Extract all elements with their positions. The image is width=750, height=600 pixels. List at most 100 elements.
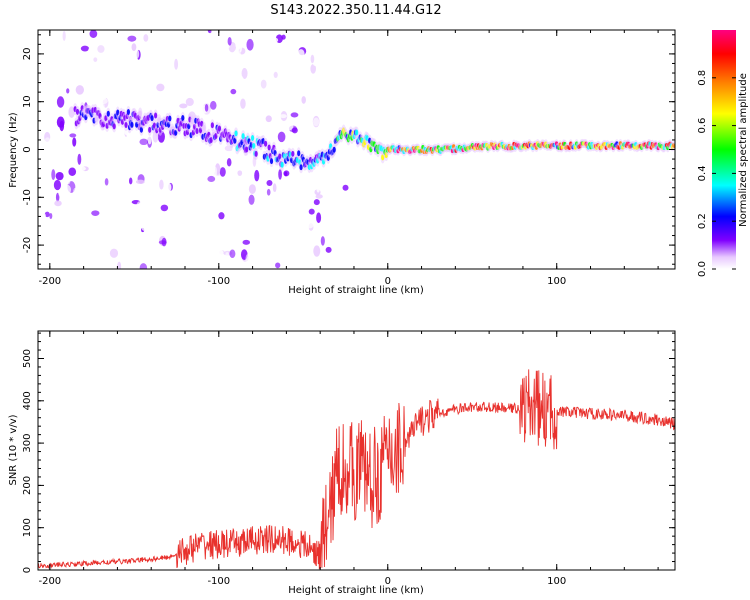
- spectrogram-noise-blob: [152, 37, 159, 48]
- y-tick-label: 0: [22, 567, 33, 573]
- spectrogram-noise-blob: [342, 184, 349, 191]
- spectrogram-noise-blob: [230, 88, 237, 95]
- spectrogram-noise-blob: [128, 177, 133, 185]
- spectrogram-noise-blob: [254, 125, 262, 133]
- spectrogram-noise-blob: [275, 211, 282, 218]
- spectrogram-ridge-blob: [280, 161, 284, 168]
- spectrogram-noise-blob: [142, 64, 151, 70]
- spectrogram-noise-blob: [239, 40, 243, 53]
- spectrogram-noise-blob: [208, 223, 216, 235]
- y-tick-label: 20: [22, 48, 33, 61]
- spectrogram-noise-blob: [308, 116, 312, 127]
- spectrogram-noise-blob: [103, 65, 113, 76]
- spectrogram-noise-blob: [112, 172, 122, 183]
- colorbar-gradient: [712, 30, 736, 269]
- spectrogram-x-axis-label: Height of straight line (km): [288, 285, 424, 296]
- x-tick-label: 0: [385, 276, 391, 287]
- spectrogram-noise-blob: [130, 228, 140, 236]
- spectrogram-ridge-blob: [250, 135, 255, 142]
- spectrogram-noise-blob: [303, 256, 311, 262]
- spectrogram-noise-blob: [301, 140, 306, 152]
- spectrogram-noise-blob: [306, 143, 311, 149]
- spectrogram-noise-blob: [277, 199, 285, 208]
- spectrogram-noise-blob: [105, 142, 112, 153]
- spectrogram-noise-blob: [203, 201, 212, 208]
- spectrogram-noise-blob: [287, 189, 291, 197]
- spectrogram-noise-blob: [316, 212, 322, 224]
- snr-x-ticks: -200 -100 0 100: [38, 331, 659, 587]
- spectrogram-noise-blob: [130, 159, 138, 168]
- spectrogram-noise-blob: [215, 68, 221, 79]
- spectrogram-noise-blob: [45, 90, 51, 102]
- spectrogram-noise-blob: [77, 153, 82, 165]
- spectrogram-ridge-blob: [126, 108, 130, 115]
- spectrogram-noise-blob: [183, 175, 188, 188]
- spectrogram-noise-blob: [161, 72, 170, 83]
- spectrogram-noise-blob: [225, 252, 230, 261]
- spectrogram-noise-blob: [219, 167, 226, 177]
- spectrogram-noise-blob: [106, 157, 110, 167]
- colorbar-tick-label: 0.0: [697, 261, 708, 277]
- spectrogram-noise-blob: [87, 46, 97, 55]
- spectrogram-noise-blob: [156, 182, 160, 191]
- spectrogram-noise-blob: [252, 166, 256, 172]
- spectrogram-noise-blob: [242, 239, 251, 245]
- spectrogram-noise-blob: [266, 195, 275, 206]
- spectrogram-noise-blob: [89, 30, 98, 38]
- spectrogram-ridge-blob: [291, 150, 295, 157]
- spectrogram-noise-blob: [130, 214, 135, 226]
- spectrogram-noise-blob: [117, 231, 125, 238]
- spectrogram-noise-blob: [314, 78, 323, 88]
- spectrogram-noise-blob: [254, 169, 260, 182]
- spectrogram-noise-blob: [85, 30, 89, 39]
- spectrogram-noise-blob: [86, 231, 92, 237]
- spectrogram-noise-blob: [316, 108, 324, 117]
- spectrogram-noise-blob: [164, 155, 173, 166]
- x-tick-label: -200: [38, 276, 61, 287]
- spectrogram-noise-blob: [188, 58, 194, 64]
- spectrogram-noise-blob: [162, 223, 171, 232]
- spectrogram-noise-blob: [315, 194, 323, 199]
- spectrogram-noise-blob: [77, 192, 83, 198]
- spectrogram-noise-blob: [106, 197, 111, 202]
- y-tick-label: 0: [22, 146, 33, 152]
- spectrogram-noise-blob: [244, 224, 251, 231]
- spectrogram-noise-blob: [282, 222, 288, 234]
- spectrogram-noise-blob: [73, 34, 82, 47]
- spectrogram-noise-blob: [150, 237, 158, 247]
- spectrogram-noise-blob: [202, 189, 208, 200]
- spectrogram-noise-blob: [86, 181, 96, 188]
- spectrogram-noise-blob: [284, 121, 294, 131]
- spectrogram-noise-blob: [192, 163, 198, 174]
- spectrogram-noise-blob: [229, 231, 239, 237]
- spectrogram-noise-blob: [103, 50, 109, 56]
- spectrogram-noise-blob: [313, 117, 320, 127]
- spectrogram-noise-blob: [93, 57, 98, 62]
- spectrogram-noise-blob: [195, 240, 203, 251]
- spectrogram-noise-blob: [305, 221, 314, 229]
- spectrogram-noise-blob: [75, 85, 84, 95]
- spectrogram-noise-blob: [290, 112, 299, 118]
- spectrogram-noise-blob: [168, 96, 175, 103]
- spectrogram-noise-blob: [247, 74, 255, 83]
- spectrogram-noise-blob: [75, 227, 81, 240]
- spectrogram-noise-blob: [61, 237, 70, 242]
- spectrogram-noise-blob: [99, 94, 107, 100]
- spectrogram-noise-blob: [273, 71, 278, 78]
- spectrogram-noise-blob: [222, 43, 230, 50]
- spectrogram-noise-blob: [164, 231, 171, 237]
- spectrogram-noise-blob: [279, 189, 288, 196]
- spectrogram-noise-blob: [60, 86, 67, 95]
- spectrogram-noise-blob: [115, 238, 124, 247]
- spectrogram-ridge-blob: [210, 122, 214, 129]
- spectrogram-noise-blob: [202, 261, 207, 269]
- spectrogram-noise-blob: [203, 30, 208, 39]
- spectrogram-noise-blob: [178, 93, 186, 105]
- spectrogram-noise-blob: [288, 37, 293, 46]
- y-tick-label: 100: [22, 518, 33, 537]
- spectrogram-noise-blob: [289, 61, 298, 70]
- spectrogram-noise-blob: [320, 236, 325, 246]
- spectrogram-ridge-blob: [332, 146, 336, 153]
- spectrogram-ridge-blob: [124, 121, 128, 128]
- spectrogram-noise-blob: [175, 162, 183, 172]
